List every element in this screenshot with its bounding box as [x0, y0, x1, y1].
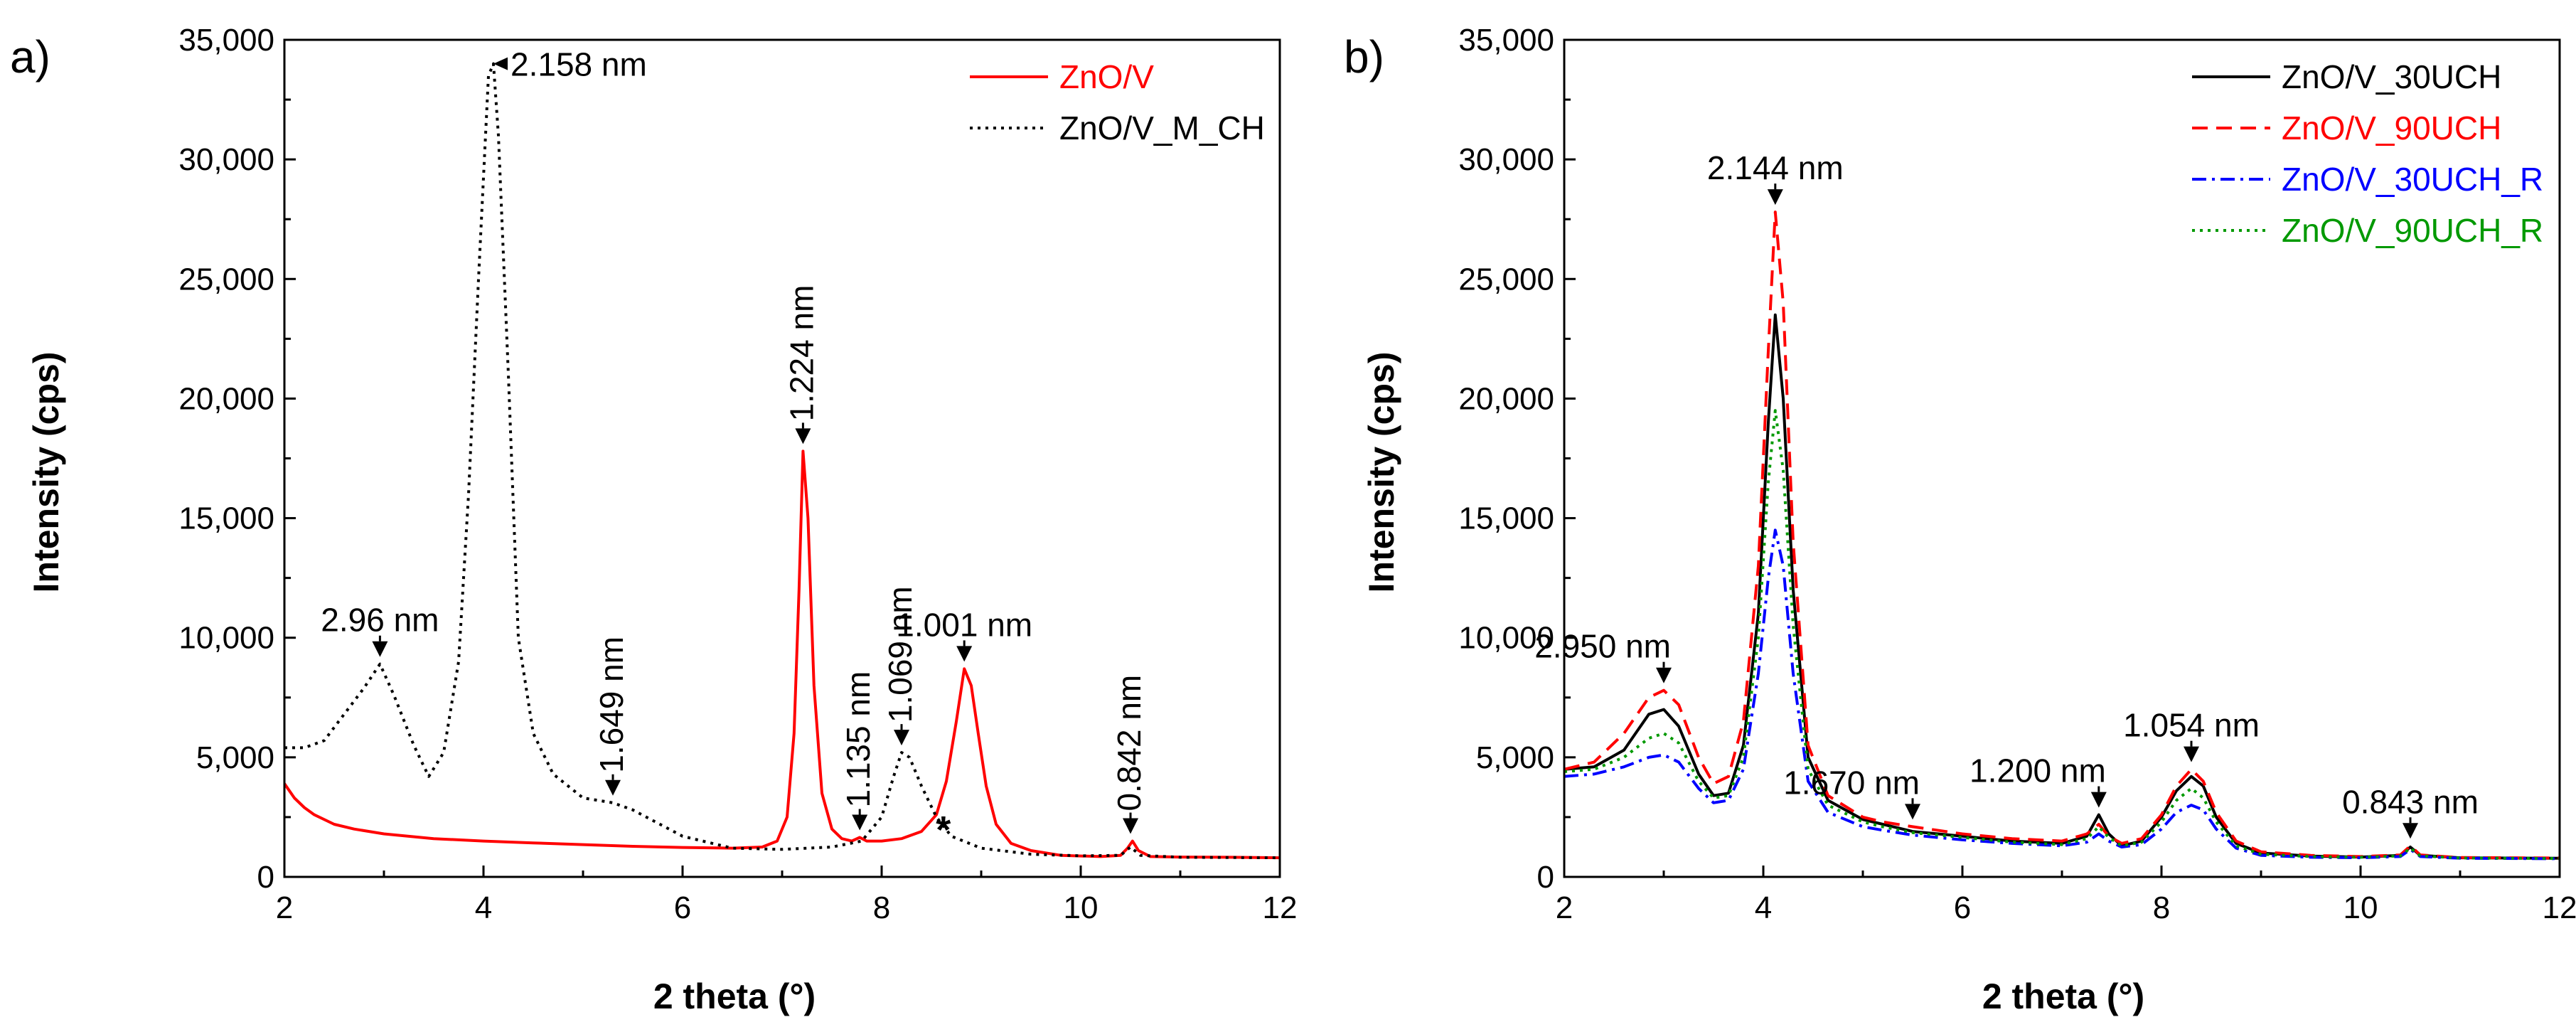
panel-a-peak-arrow [795, 428, 811, 444]
panel-b-x-tick-label: 2 [1556, 890, 1573, 925]
panel-b-legend-label: ZnO/V_90UCH [2282, 110, 2501, 147]
panel-a-x-tick-label: 4 [475, 890, 492, 925]
panel-b-series [1564, 211, 2560, 861]
panel-b-y-tick-label: 15,000 [1458, 501, 1554, 536]
panel-b-x-tick-label: 12 [2543, 890, 2576, 925]
panel-b-peak-label: 1.054 nm [2123, 707, 2260, 744]
panel-a-annotations: 2.96 nm2.158 nm1.649 nm1.224 nm1.135 nm1… [321, 46, 1148, 851]
panel-b-series-line-zno-v-90uch-r [1564, 409, 2560, 861]
panel-a-x-tick-label: 12 [1263, 890, 1298, 925]
panel-a-peak-label: 1.135 nm [840, 671, 877, 808]
panel-a-x-tick-label: 2 [276, 890, 293, 925]
panel-a-peak-label: 0.842 nm [1111, 675, 1148, 811]
panel-b-peak-arrow [1767, 189, 1783, 206]
panel-a-y-tick-label: 5,000 [196, 740, 274, 775]
panel-b-x-tick-label: 8 [2153, 890, 2170, 925]
panel-a-asterisk-marker: * [936, 809, 951, 851]
panel-b-y-tick-label: 0 [1537, 860, 1554, 895]
panel-a-peak-label: 1.649 nm [593, 637, 630, 773]
panel-b-y-tick-label: 35,000 [1458, 23, 1554, 58]
panel-b-x-axis-title: 2 theta (°) [1982, 976, 2144, 1016]
panel-a-y-tick-label: 30,000 [178, 142, 274, 177]
panel-b-y-tick-label: 10,000 [1458, 621, 1554, 656]
panel-b-peak-arrow [2184, 746, 2199, 762]
panel-b-y-tick-label: 30,000 [1458, 142, 1554, 177]
panel-a-legend-label: ZnO/V_M_CH [1059, 110, 1265, 147]
panel-b-peak-label: 1.200 nm [1970, 752, 2106, 789]
panel-b-legend-label: ZnO/V_90UCH_R [2282, 212, 2543, 249]
panel-a-x-tick-label: 8 [873, 890, 890, 925]
panel-a-series-line-zno-v [283, 449, 1281, 860]
panel-b-peak-arrow [2090, 792, 2107, 808]
panel-a-series [283, 62, 1281, 860]
panel-a-axes: 2 4 6 8 10 12 0 5,000 10,000 15,000 20,000 25,000 30… [178, 23, 1297, 925]
panel-a-peak-arrow [493, 57, 508, 70]
panel-b-peak-label: 0.843 nm [2342, 783, 2479, 820]
panel-a-peak-label: 1.001 nm [896, 606, 1032, 643]
panel-a-peak-arrow [956, 646, 973, 662]
panel-b-legend-label: ZnO/V_30UCH [2282, 58, 2501, 95]
panel-b-chart: b) Intensity (cps) 2 theta (°) 2 4 6 8 10 12 0… [1344, 23, 2576, 1016]
panel-a-peak-label: 2.96 nm [321, 602, 439, 639]
panel-a-y-axis-title: Intensity (cps) [26, 352, 66, 593]
panel-a-label: a) [10, 31, 50, 82]
panel-a-y-tick-label: 15,000 [178, 501, 274, 536]
panel-b-frame [1563, 38, 2561, 878]
panel-b-peak-arrow [1905, 804, 1920, 820]
panel-a-y-tick-label: 35,000 [178, 23, 274, 58]
panel-b-x-tick-label: 6 [1954, 890, 1971, 925]
panel-b-x-tick-label: 10 [2343, 890, 2378, 925]
panel-b-x-tick-label: 4 [1755, 890, 1772, 925]
panel-b-annotations: 2.950 nm 2.144 nm 1.670 nm 1.200 nm 1.054 nm… [1534, 149, 2479, 839]
panel-a-x-tick-label: 6 [674, 890, 691, 925]
panel-a-peak-arrow [894, 730, 909, 746]
panel-b-label: b) [1344, 31, 1384, 82]
panel-a-legend-label: ZnO/V [1059, 58, 1154, 95]
panel-b-peak-label: 1.670 nm [1783, 764, 1920, 801]
panel-a-peak-arrow [372, 641, 388, 657]
panel-a-legend: ZnO/V ZnO/V_M_CH [970, 58, 1265, 147]
panel-b-y-tick-label: 20,000 [1458, 381, 1554, 416]
panel-a-y-tick-label: 0 [257, 860, 274, 895]
panel-a-peak-arrow [605, 779, 621, 796]
panel-a-x-tick-label: 10 [1064, 890, 1099, 925]
panel-a-y-tick-label: 20,000 [178, 381, 274, 416]
panel-b-y-tick-label: 5,000 [1476, 740, 1554, 775]
panel-a-peak-arrow [1123, 818, 1138, 834]
panel-a-peak-label: 2.158 nm [511, 46, 647, 83]
panel-b-legend: ZnO/V_30UCH ZnO/V_90UCH ZnO/V_30UCH_R ZnO/V… [2192, 58, 2543, 249]
panel-b-peak-arrow [1656, 667, 1672, 683]
panel-a-y-tick-label: 25,000 [178, 262, 274, 297]
panel-a-chart: a) Intensity (cps) 2 theta (°) 2 4 6 8 10 12 0… [10, 23, 1297, 1016]
panel-a-y-tick-label: 10,000 [178, 621, 274, 656]
panel-b-series-line-zno-v-30uch [1564, 313, 2560, 860]
panel-a-peak-label: 1.069 nm [882, 586, 919, 723]
panel-a-frame [283, 38, 1281, 878]
panel-b-peak-label: 2.144 nm [1707, 149, 1844, 186]
panel-a-x-axis-title: 2 theta (°) [653, 976, 816, 1016]
panel-b-series-line-zno-v-90uch [1564, 211, 2560, 860]
panel-b-y-tick-label: 25,000 [1458, 262, 1554, 297]
panel-a-peak-arrow [852, 814, 868, 831]
panel-b-peak-label: 2.950 nm [1534, 628, 1671, 665]
panel-b-peak-arrow [2403, 823, 2418, 839]
panel-b-legend-label: ZnO/V_30UCH_R [2282, 161, 2543, 198]
panel-a-peak-label: 1.224 nm [783, 285, 820, 422]
panel-b-series-line-zno-v-30uch-r [1564, 528, 2560, 861]
panel-b-y-axis-title: Intensity (cps) [1362, 352, 1401, 593]
